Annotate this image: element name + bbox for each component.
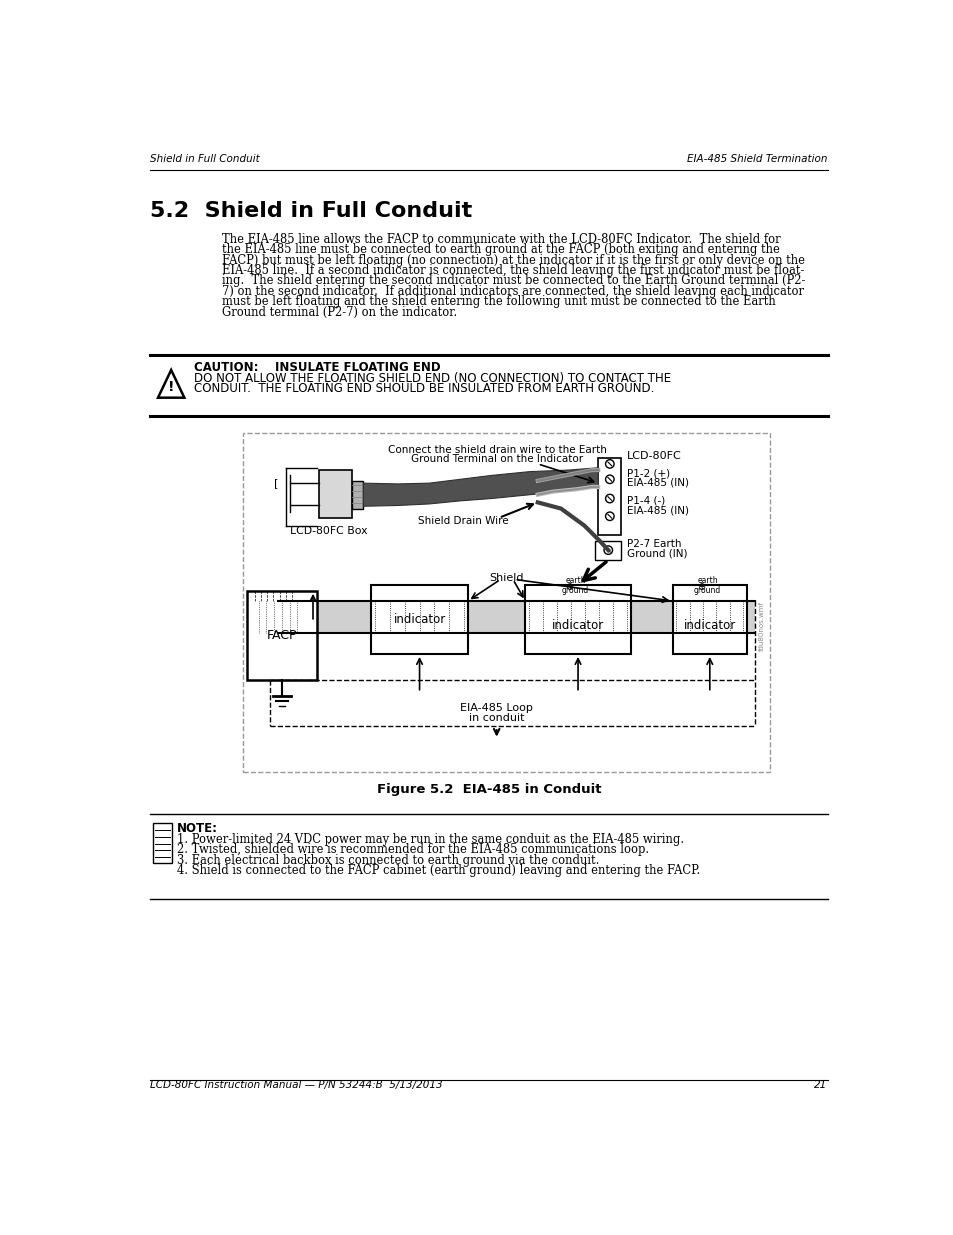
Text: 3. Each electrical backbox is connected to earth ground via the conduit.: 3. Each electrical backbox is connected … (177, 853, 599, 867)
Text: LCD-80FC Instruction Manual — P/N 53244:B  5/13/2013: LCD-80FC Instruction Manual — P/N 53244:… (150, 1081, 442, 1091)
Text: CONDUIT.  THE FLOATING END SHOULD BE INSULATED FROM EARTH GROUND.: CONDUIT. THE FLOATING END SHOULD BE INSU… (194, 383, 654, 395)
Text: EIA-485 line.  If a second indicator is connected, the shield leaving the first : EIA-485 line. If a second indicator is c… (222, 264, 804, 277)
Text: ⊕: ⊕ (697, 582, 704, 592)
Text: in conduit: in conduit (469, 714, 524, 724)
Text: LCD-80FC Box: LCD-80FC Box (290, 526, 367, 536)
Text: 4. Shield is connected to the FACP cabinet (earth ground) leaving and entering t: 4. Shield is connected to the FACP cabin… (177, 864, 700, 877)
Text: 5.2  Shield in Full Conduit: 5.2 Shield in Full Conduit (150, 200, 472, 221)
Bar (595, 541, 620, 561)
Bar (598, 458, 620, 535)
Text: Shield Drain Wire: Shield Drain Wire (418, 516, 509, 526)
Text: ground: ground (561, 585, 589, 595)
Text: indicator: indicator (552, 619, 603, 632)
Bar (243, 433, 769, 772)
Text: [: [ (274, 478, 278, 488)
Bar (278, 601, 754, 634)
Bar (525, 585, 630, 655)
Text: Ground (IN): Ground (IN) (626, 548, 687, 558)
Circle shape (605, 494, 614, 503)
Bar (352, 480, 363, 509)
Text: P1-2 (+): P1-2 (+) (626, 468, 669, 478)
Text: EIA-485 (IN): EIA-485 (IN) (626, 505, 688, 515)
Text: 2. Twisted, shielded wire is recommended for the EIA-485 communications loop.: 2. Twisted, shielded wire is recommended… (177, 844, 649, 856)
Text: Connect the shield drain wire to the Earth: Connect the shield drain wire to the Ear… (388, 445, 606, 454)
Text: 1. Power-limited 24 VDC power may be run in the same conduit as the EIA-485 wiri: 1. Power-limited 24 VDC power may be run… (177, 832, 684, 846)
Text: must be left floating and the shield entering the following unit must be connect: must be left floating and the shield ent… (222, 295, 775, 309)
Text: The EIA-485 line allows the FACP to communicate with the LCD-80FC Indicator.  Th: The EIA-485 line allows the FACP to comm… (222, 233, 781, 246)
Text: !: ! (168, 380, 174, 394)
Text: 21: 21 (814, 1081, 827, 1091)
Text: indicator: indicator (393, 613, 445, 626)
Text: CAUTION:    INSULATE FLOATING END: CAUTION: INSULATE FLOATING END (194, 361, 440, 374)
Text: fdu80nos.wmf: fdu80nos.wmf (758, 600, 763, 651)
Bar (319, 471, 352, 517)
Text: P2-7 Earth: P2-7 Earth (626, 538, 680, 550)
Text: DO NOT ALLOW THE FLOATING SHIELD END (NO CONNECTION) TO CONTACT THE: DO NOT ALLOW THE FLOATING SHIELD END (NO… (194, 372, 671, 384)
Bar (672, 585, 746, 655)
Text: Ground terminal (P2-7) on the indicator.: Ground terminal (P2-7) on the indicator. (222, 306, 457, 319)
Text: the EIA-485 line must be connected to earth ground at the FACP (both exiting and: the EIA-485 line must be connected to ea… (222, 243, 780, 257)
Text: EIA-485 Loop: EIA-485 Loop (459, 703, 533, 713)
Text: indicator: indicator (683, 619, 735, 632)
Text: Shield in Full Conduit: Shield in Full Conduit (150, 154, 260, 164)
Circle shape (605, 459, 614, 468)
Text: earth: earth (565, 577, 585, 585)
Text: 7) on the second indicator.  If additional indicators are connected, the shield : 7) on the second indicator. If additiona… (222, 285, 803, 298)
Text: FACP) but must be left floating (no connection) at the indicator if it is the fi: FACP) but must be left floating (no conn… (222, 253, 804, 267)
Text: Shield: Shield (489, 573, 523, 583)
Text: earth: earth (697, 577, 717, 585)
Text: EIA-485 Shield Termination: EIA-485 Shield Termination (686, 154, 827, 164)
Text: Figure 5.2  EIA-485 in Conduit: Figure 5.2 EIA-485 in Conduit (376, 783, 600, 797)
Bar (247, 592, 316, 679)
Bar (152, 824, 172, 863)
Bar (371, 585, 468, 655)
Text: LCD-80FC: LCD-80FC (626, 451, 680, 461)
Text: ground: ground (693, 585, 720, 595)
Text: ⊕: ⊕ (565, 582, 573, 592)
Polygon shape (363, 468, 598, 506)
Text: P1-4 (-): P1-4 (-) (626, 496, 664, 506)
Text: NOTE:: NOTE: (177, 823, 218, 835)
Circle shape (605, 513, 614, 520)
Polygon shape (158, 370, 184, 398)
Text: EIA-485 (IN): EIA-485 (IN) (626, 478, 688, 488)
Circle shape (605, 475, 614, 484)
Circle shape (603, 546, 612, 555)
Text: Ground Terminal on the Indicator: Ground Terminal on the Indicator (411, 454, 583, 464)
Text: FACP: FACP (267, 629, 297, 642)
Text: ing.  The shield entering the second indicator must be connected to the Earth Gr: ing. The shield entering the second indi… (222, 274, 805, 288)
